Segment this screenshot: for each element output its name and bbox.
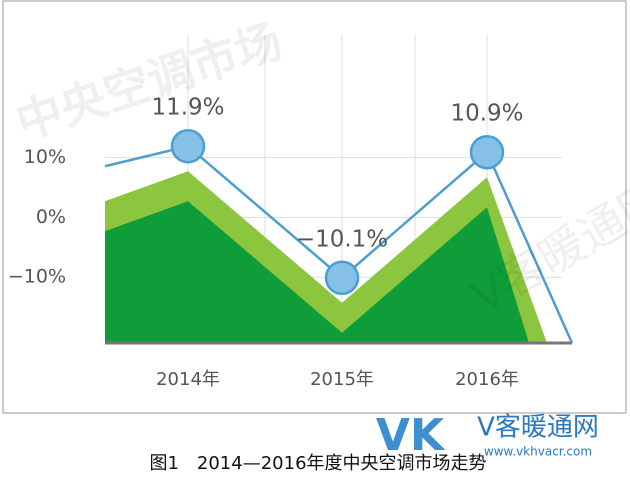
line-extension	[485, 151, 574, 344]
point	[170, 128, 206, 164]
frame	[2, 0, 627, 414]
x-tick-label: 2015年	[310, 369, 374, 390]
x-tick-label: 2014年	[156, 369, 220, 390]
logo-mark: VK	[376, 410, 446, 461]
decor-area	[105, 201, 529, 343]
plot: 10% 0% −10% 11.9% −10.1% 10.9% 2014年 2015年 2016年	[8, 35, 574, 390]
point	[469, 134, 505, 170]
y-tick-label: 0%	[36, 206, 66, 228]
point	[324, 260, 360, 296]
y-tick-label: 10%	[24, 146, 66, 168]
caption: 图1 2014—2016年度中央空调市场走势	[149, 453, 486, 474]
logo-url: www.vkhvacr.com	[484, 445, 592, 459]
value-label: −10.1%	[296, 226, 388, 252]
value-label: 11.9%	[151, 95, 224, 121]
logo-name: V客暖通网	[477, 413, 599, 443]
value-label: 10.9%	[450, 101, 523, 127]
x-tick-label: 2016年	[455, 369, 519, 390]
y-tick-label: −10%	[8, 266, 66, 288]
